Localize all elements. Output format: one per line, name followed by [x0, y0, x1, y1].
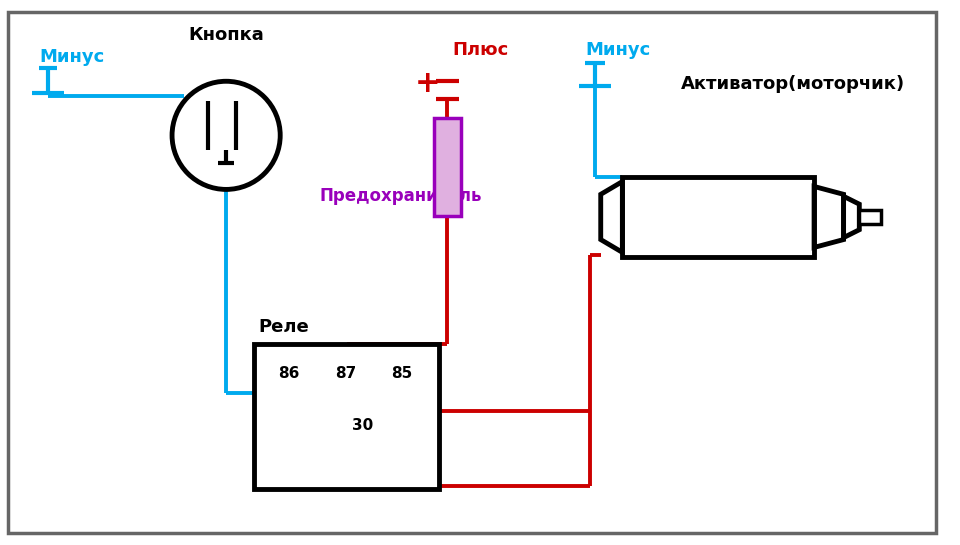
- Text: Минус: Минус: [39, 47, 105, 65]
- Text: 87: 87: [335, 366, 356, 381]
- Text: Активатор(моторчик): Активатор(моторчик): [682, 75, 905, 93]
- FancyBboxPatch shape: [859, 210, 881, 224]
- Text: 85: 85: [392, 366, 413, 381]
- Text: 30: 30: [352, 419, 373, 433]
- Text: Предохранитель: Предохранитель: [320, 187, 482, 205]
- Text: +: +: [415, 69, 441, 98]
- Text: Минус: Минус: [585, 41, 650, 59]
- FancyBboxPatch shape: [8, 13, 936, 532]
- FancyBboxPatch shape: [253, 344, 439, 489]
- FancyBboxPatch shape: [434, 118, 461, 216]
- Text: 86: 86: [278, 366, 300, 381]
- Text: Реле: Реле: [258, 318, 309, 336]
- FancyBboxPatch shape: [622, 177, 814, 257]
- Text: Кнопка: Кнопка: [188, 26, 264, 44]
- Text: Плюс: Плюс: [452, 41, 509, 59]
